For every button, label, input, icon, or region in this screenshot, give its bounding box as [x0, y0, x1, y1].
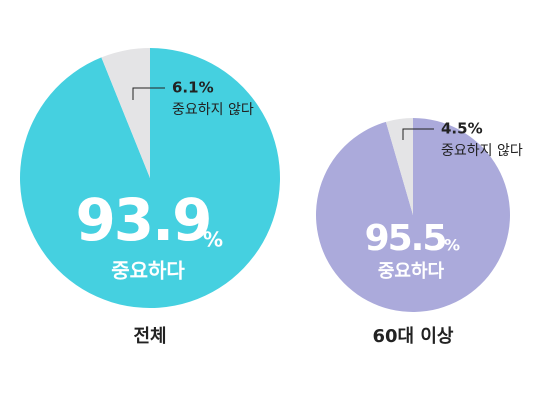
- value-label: 4.5%: [441, 120, 483, 138]
- category-label: 중요하지 않다: [172, 102, 254, 118]
- leader-line: [132, 87, 165, 100]
- leader-line: [402, 128, 434, 140]
- value-label: 93.9: [75, 186, 210, 254]
- value-label: 95.5: [365, 218, 446, 259]
- pie-slice: [101, 48, 150, 178]
- chart-title: 60대 이상: [373, 326, 454, 347]
- value-label: 6.1%: [172, 79, 214, 97]
- category-label: 중요하다: [378, 261, 445, 282]
- chart-title: 전체: [133, 326, 166, 347]
- value-unit: %: [444, 236, 460, 255]
- pie-slice: [385, 118, 413, 215]
- category-label: 중요하다: [111, 259, 185, 283]
- pie-slice: [19, 48, 281, 308]
- value-unit: %: [203, 228, 223, 252]
- category-label: 중요하지 않다: [441, 143, 523, 159]
